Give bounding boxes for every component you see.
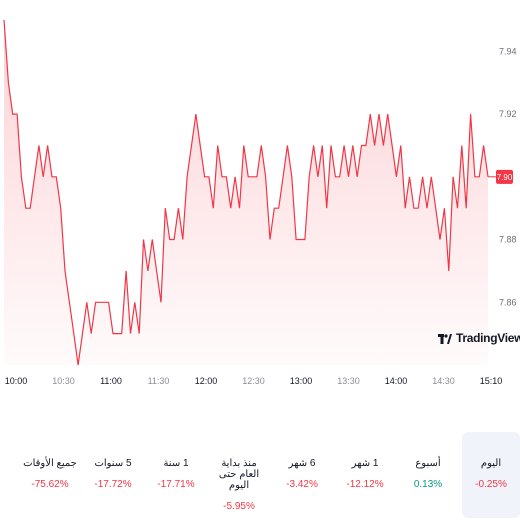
x-tick-label: 14:00 — [385, 376, 408, 386]
tradingview-logo-icon — [438, 332, 452, 344]
price-line — [3, 19, 489, 366]
period-item[interactable]: 6 شهر 3.42%- — [273, 432, 331, 518]
period-item[interactable]: أسبوع 0.13% — [399, 432, 457, 518]
last-price-text: 7.90 — [497, 173, 513, 182]
price-series-line — [3, 19, 489, 366]
price-area-fill — [4, 20, 488, 365]
x-tick-label: 11:30 — [148, 376, 170, 386]
period-item[interactable]: 1 سنة 17.71%- — [147, 432, 205, 518]
period-label: 1 شهر — [351, 458, 379, 469]
period-item[interactable]: اليوم 0.25%- — [462, 432, 520, 518]
x-tick-label: 12:00 — [195, 376, 218, 386]
x-tick-label: 13:30 — [337, 376, 360, 386]
tradingview-logo[interactable]: TradingView — [438, 331, 520, 345]
x-tick-label: 11:00 — [100, 376, 122, 386]
y-tick-label: 7.94 — [499, 46, 517, 56]
x-tick-label: 10:30 — [52, 376, 75, 386]
y-tick-label: 7.86 — [499, 297, 517, 307]
x-tick-label: 15:10 — [480, 376, 503, 386]
y-tick-label: 7.88 — [499, 235, 517, 245]
x-tick-label: 14:30 — [432, 376, 455, 386]
last-price-badge — [496, 169, 513, 184]
period-label: أسبوع — [415, 458, 441, 469]
period-change-value: 75.62%- — [31, 479, 69, 490]
period-change-value: 12.12%- — [346, 479, 384, 490]
period-label: جميع الأوقات — [23, 458, 77, 469]
period-item[interactable]: 1 شهر 12.12%- — [336, 432, 394, 518]
period-label: اليوم — [480, 458, 502, 469]
period-change-value: 17.71%- — [157, 479, 195, 490]
period-change-value: 0.25%- — [475, 479, 507, 490]
period-change-value: 3.42%- — [286, 479, 318, 490]
y-tick-label: 7.92 — [499, 109, 517, 119]
period-label: 5 سنوات — [94, 458, 132, 469]
x-tick-label: 12:30 — [242, 376, 265, 386]
period-change-value: 17.72%- — [94, 479, 132, 490]
period-item[interactable]: منذ بداية العام حتى اليوم 5.95%- — [210, 432, 268, 518]
period-item[interactable]: جميع الأوقات 75.62%- — [21, 432, 79, 518]
performance-periods: اليوم 0.25%- أسبوع 0.13% 1 شهر 12.12%- 6 شهر 3.… — [0, 432, 520, 520]
period-label: منذ بداية العام حتى اليوم — [218, 458, 260, 491]
y-axis: 7.94 7.92 7.88 7.86 — [499, 46, 517, 307]
period-change-value: 0.13% — [413, 479, 443, 490]
price-chart[interactable]: 7.94 7.92 7.88 7.86 10:00 10:30 11:00 11:30 12:… — [0, 0, 520, 420]
period-label: 6 شهر — [288, 458, 316, 469]
period-change-value: 5.95%- — [223, 501, 255, 512]
x-axis: 10:00 10:30 11:00 11:30 12:00 12:30 13:00 13:30… — [5, 376, 503, 386]
x-tick-label: 10:00 — [5, 376, 28, 386]
x-tick-label: 13:00 — [290, 376, 313, 386]
tradingview-logo-text: TradingView — [456, 331, 520, 345]
period-item[interactable]: 5 سنوات 17.72%- — [84, 432, 142, 518]
price-area — [4, 20, 488, 365]
period-label: 1 سنة — [163, 458, 189, 469]
last-price-label: 7.90 — [488, 169, 513, 184]
